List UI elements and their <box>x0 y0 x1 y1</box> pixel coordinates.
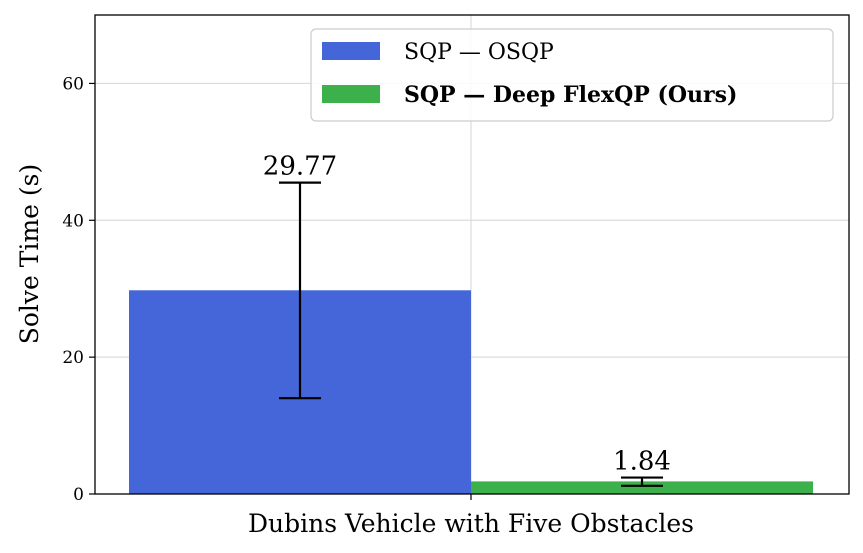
legend-label-flexqp: SQP — Deep FlexQP (Ours) <box>404 82 737 108</box>
bar-flexqp <box>471 481 813 494</box>
y-tick-label-20: 20 <box>62 348 84 368</box>
legend-box <box>310 28 834 122</box>
axis-ticks: 0 20 40 60 <box>62 74 472 505</box>
plot-frame <box>94 14 850 495</box>
data-labels: 29.77 1.84 <box>263 152 671 477</box>
legend-label-osqp: SQP — OSQP <box>404 40 554 65</box>
error-bars <box>279 181 663 487</box>
y-tick-label-40: 40 <box>62 211 84 231</box>
y-tick-label-0: 0 <box>73 485 84 505</box>
y-axis-label: Solve Time (s) <box>15 164 44 345</box>
bars <box>129 290 813 494</box>
data-label-0: 29.77 <box>263 152 337 182</box>
data-label-1: 1.84 <box>613 447 671 477</box>
y-tick-label-60: 60 <box>62 74 84 94</box>
legend-swatch-flexqp <box>322 85 380 103</box>
x-axis-label: Dubins Vehicle with Five Obstacles <box>248 509 694 538</box>
legend: SQP — OSQP SQP — Deep FlexQP (Ours) <box>310 28 834 122</box>
legend-swatch-osqp <box>322 42 380 60</box>
